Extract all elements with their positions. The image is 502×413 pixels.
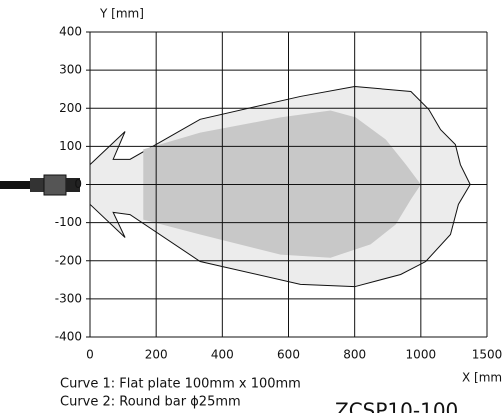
y-tick-label: -300 xyxy=(55,291,82,305)
y-tick-label: -100 xyxy=(55,215,82,229)
y-tick-label: -200 xyxy=(55,253,82,267)
x-tick-label: 1000 xyxy=(406,348,437,362)
x-tick-label: 400 xyxy=(211,348,234,362)
x-tick-label: 0 xyxy=(86,348,94,362)
y-tick-label: -400 xyxy=(55,330,82,344)
model-label: ZCSP10-100 xyxy=(335,399,458,413)
sensor-icon xyxy=(0,174,80,196)
y-tick-label: 200 xyxy=(59,101,82,115)
x-tick-label: 800 xyxy=(343,348,366,362)
y-axis-label: Y [mm] xyxy=(99,7,144,21)
x-tick-label: 1500 xyxy=(472,348,502,362)
legend-entry: Curve 1: Flat plate 100mm x 100mm xyxy=(60,377,301,392)
legend-entry: Curve 2: Round bar ϕ25mm xyxy=(60,395,241,410)
x-tick-label: 600 xyxy=(277,348,300,362)
y-tick-label: 400 xyxy=(59,25,82,39)
y-tick-label: 0 xyxy=(74,177,82,191)
y-tick-label: 300 xyxy=(59,63,82,77)
y-tick-label: 100 xyxy=(59,139,82,153)
x-axis-label: X [mm] xyxy=(462,371,502,385)
x-tick-label: 200 xyxy=(145,348,168,362)
